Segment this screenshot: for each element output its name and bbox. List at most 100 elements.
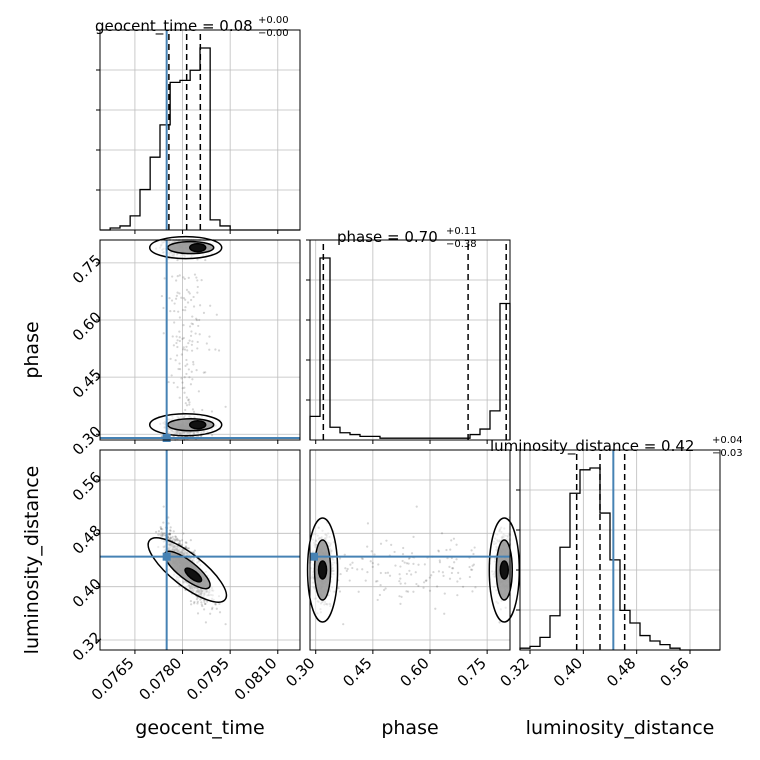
- sample-point: [203, 600, 206, 603]
- sample-point: [167, 533, 170, 536]
- sample-point: [217, 349, 221, 352]
- sample-point: [178, 292, 181, 295]
- sample-point: [162, 532, 165, 535]
- sample-point: [192, 551, 195, 554]
- sample-point: [201, 604, 204, 608]
- sample-point: [192, 360, 195, 364]
- sample-point: [171, 535, 174, 538]
- sample-point: [181, 387, 184, 390]
- sample-point: [183, 391, 186, 394]
- sample-point: [428, 576, 431, 579]
- sample-point: [181, 539, 184, 542]
- svg-text:geocent_time = 0.08: geocent_time = 0.08: [95, 17, 253, 36]
- sample-point: [450, 539, 453, 542]
- sample-point: [184, 402, 187, 405]
- sample-point: [442, 574, 445, 577]
- sample-point: [371, 565, 374, 569]
- sample-point: [423, 563, 426, 566]
- sample-point: [408, 569, 411, 572]
- sample-point: [436, 585, 439, 588]
- sample-point: [370, 550, 373, 553]
- sample-point: [178, 540, 182, 543]
- sample-point: [195, 368, 198, 372]
- sample-point: [224, 405, 227, 408]
- sample-point: [399, 602, 402, 605]
- sample-point: [183, 386, 186, 389]
- sample-point: [191, 408, 195, 411]
- x-tick-label: 0.0810: [231, 654, 281, 704]
- sample-point: [398, 573, 401, 576]
- sample-point: [438, 559, 441, 562]
- sample-point: [167, 538, 171, 541]
- sample-point: [185, 541, 188, 544]
- sample-point: [188, 325, 192, 328]
- sample-point: [191, 323, 195, 326]
- sample-point: [378, 593, 382, 597]
- sample-point: [176, 339, 179, 342]
- sample-point: [176, 539, 179, 542]
- sample-point: [468, 575, 471, 579]
- sample-point: [204, 371, 207, 374]
- sample-point: [187, 276, 190, 279]
- sample-point: [186, 349, 189, 352]
- sample-point: [394, 564, 397, 567]
- x-tick-label: 0.0780: [136, 654, 186, 704]
- sample-point: [214, 603, 217, 606]
- sample-point: [456, 580, 459, 583]
- svg-text:+0.04: +0.04: [712, 435, 743, 446]
- sample-point: [195, 319, 199, 322]
- sample-point: [183, 277, 186, 281]
- sample-point: [402, 546, 405, 550]
- sample-point: [349, 563, 352, 566]
- sample-point: [398, 580, 401, 583]
- sample-point: [202, 371, 205, 374]
- sample-point: [384, 571, 387, 575]
- sample-point: [163, 532, 167, 535]
- sample-point: [376, 598, 379, 602]
- sample-point: [208, 335, 211, 338]
- sample-point: [178, 539, 181, 542]
- sample-point: [345, 569, 348, 572]
- y-axis-label-luminosity-distance: luminosity_distance: [21, 466, 43, 655]
- sample-point: [162, 521, 165, 524]
- sample-point: [163, 534, 166, 537]
- sample-point: [412, 590, 415, 593]
- sample-point: [169, 526, 172, 529]
- sample-point: [437, 570, 441, 573]
- contour-core: [184, 567, 203, 583]
- sample-point: [191, 315, 194, 318]
- sample-point: [178, 362, 181, 365]
- sample-point: [417, 584, 420, 588]
- panel-frame: [99, 29, 301, 231]
- sample-point: [190, 298, 193, 302]
- sample-point: [346, 567, 349, 571]
- sample-point: [188, 339, 191, 342]
- sample-point: [161, 528, 164, 531]
- sample-point: [184, 408, 187, 412]
- sample-point: [157, 530, 161, 533]
- truth-marker: [162, 434, 171, 442]
- panel-frame: [519, 449, 721, 651]
- sample-point: [406, 590, 410, 593]
- sample-point: [196, 347, 199, 350]
- sample-point: [159, 527, 163, 530]
- sample-point: [188, 292, 191, 295]
- sample-point: [443, 612, 446, 615]
- sample-point: [178, 316, 181, 319]
- sample-point: [224, 623, 227, 626]
- sample-point: [206, 600, 209, 603]
- sample-point: [405, 590, 408, 593]
- sample-point: [339, 572, 342, 576]
- sample-point: [157, 533, 160, 536]
- sample-point: [410, 573, 413, 576]
- svg-text:+0.11: +0.11: [446, 226, 477, 237]
- x-tick-label: 0.75: [454, 654, 490, 690]
- x-tick-label: 0.32: [496, 654, 532, 690]
- sample-point: [469, 568, 473, 571]
- sample-point: [159, 533, 162, 536]
- sample-point: [471, 590, 474, 593]
- sample-point: [348, 579, 351, 582]
- sample-point: [200, 601, 203, 604]
- sample-point: [182, 336, 185, 340]
- panel-frame: [309, 449, 511, 651]
